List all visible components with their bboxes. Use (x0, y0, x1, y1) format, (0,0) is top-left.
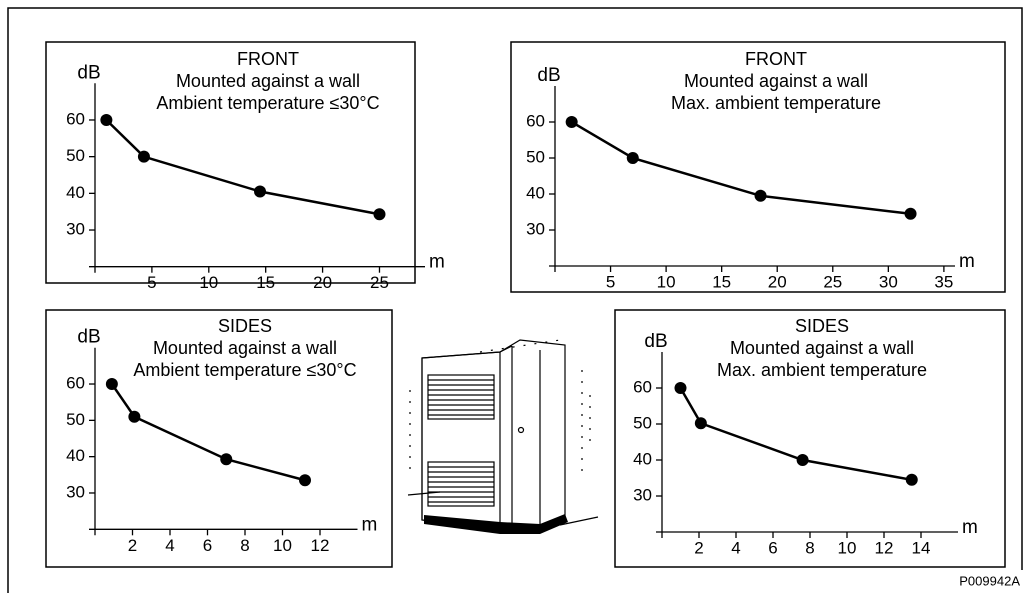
x-tick-label: 12 (875, 538, 894, 557)
chart-box (614, 309, 1006, 568)
chart-title: Ambient temperature ≤30°C (133, 360, 356, 380)
y-tick-label: 30 (66, 482, 85, 501)
y-axis-label: dB (77, 327, 100, 348)
x-tick-label: 6 (203, 536, 212, 555)
y-tick-label: 40 (633, 449, 652, 468)
y-axis-label: dB (77, 62, 100, 83)
chart-title: Ambient temperature ≤30°C (156, 93, 379, 113)
x-tick-label: 15 (712, 272, 731, 291)
data-point (796, 454, 809, 466)
data-point (128, 410, 141, 423)
data-point (105, 378, 118, 391)
y-tick-label: 60 (66, 109, 85, 128)
x-tick-label: 14 (912, 538, 931, 557)
y-axis-label: dB (644, 331, 667, 352)
x-tick-label: 15 (256, 273, 275, 292)
x-tick-label: 20 (313, 273, 332, 292)
x-tick-label: 2 (128, 536, 137, 555)
x-tick-label: 4 (731, 538, 740, 557)
data-point (626, 152, 639, 164)
data-point (220, 453, 233, 466)
y-tick-label: 40 (66, 446, 85, 465)
data-point (674, 382, 687, 394)
data-point (565, 116, 578, 128)
chart-box (510, 41, 1006, 293)
chart-title: Mounted against a wall (684, 71, 868, 91)
y-tick-label: 50 (633, 413, 652, 432)
x-tick-label: 10 (657, 272, 676, 291)
x-axis-label: m (962, 517, 978, 538)
x-axis-label: m (429, 252, 445, 273)
x-tick-label: 25 (823, 272, 842, 291)
data-point (904, 207, 917, 220)
x-axis-label: m (959, 251, 975, 272)
data-line (679, 387, 912, 482)
y-tick-label: 60 (66, 374, 85, 393)
x-tick-label: 4 (165, 536, 174, 555)
chart-title: Max. ambient temperature (717, 360, 927, 380)
x-tick-label: 8 (805, 538, 814, 557)
data-point (694, 417, 707, 430)
chart-title: SIDES (795, 316, 849, 336)
chart-title: Mounted against a wall (153, 338, 337, 358)
chart-title: SIDES (218, 316, 272, 336)
y-tick-label: 30 (526, 219, 545, 238)
y-tick-label: 60 (526, 111, 545, 130)
x-tick-label: 10 (273, 536, 292, 555)
data-point (754, 189, 767, 202)
chart-box (45, 309, 393, 568)
figure-frame (7, 7, 1023, 593)
data-point (100, 113, 113, 126)
figure-id: P009942A (959, 573, 1020, 588)
data-point (373, 208, 386, 221)
x-tick-label: 30 (879, 272, 898, 291)
y-axis-label: dB (537, 65, 560, 86)
x-tick-label: 25 (370, 273, 389, 292)
x-tick-label: 12 (311, 536, 330, 555)
x-tick-label: 5 (147, 273, 156, 292)
x-tick-label: 2 (694, 538, 703, 557)
cabinet-illustration (407, 339, 599, 534)
chart-box (45, 41, 416, 284)
chart-title: FRONT (745, 49, 807, 69)
chart-title: Max. ambient temperature (671, 93, 881, 113)
data-point (905, 473, 918, 486)
data-line (105, 119, 380, 216)
y-tick-label: 60 (633, 377, 652, 396)
x-tick-label: 6 (768, 538, 777, 557)
x-tick-label: 20 (768, 272, 787, 291)
data-line (571, 120, 911, 216)
y-tick-label: 50 (66, 410, 85, 429)
x-tick-label: 10 (199, 273, 218, 292)
x-tick-label: 8 (240, 536, 249, 555)
y-tick-label: 40 (526, 183, 545, 202)
chart-title: Mounted against a wall (730, 338, 914, 358)
data-point (254, 185, 266, 198)
x-tick-label: 35 (934, 272, 953, 291)
y-tick-label: 40 (66, 183, 85, 202)
data-point (137, 150, 150, 163)
chart-title: Mounted against a wall (176, 71, 360, 91)
x-tick-label: 5 (606, 272, 615, 291)
y-tick-label: 30 (66, 220, 85, 239)
y-tick-label: 30 (633, 485, 652, 504)
y-tick-label: 50 (526, 147, 545, 166)
x-axis-label: m (362, 514, 378, 535)
data-line (110, 383, 306, 482)
data-point (299, 474, 311, 487)
chart-title: FRONT (237, 49, 299, 69)
y-tick-label: 50 (66, 146, 85, 165)
x-tick-label: 10 (838, 538, 857, 557)
